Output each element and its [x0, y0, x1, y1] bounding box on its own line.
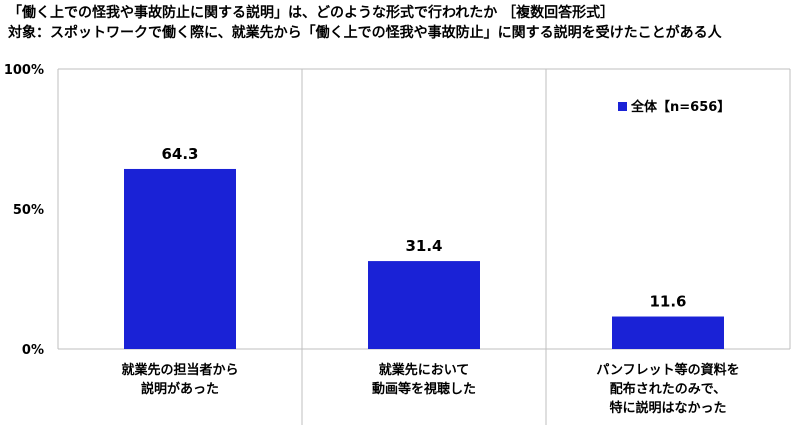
category-label: 就業先の担当者から	[121, 362, 238, 378]
data-label: 31.4	[405, 237, 442, 255]
y-tick-label: 0%	[22, 343, 44, 358]
y-tick-label: 50%	[13, 203, 44, 218]
bar	[612, 316, 724, 349]
chart-title: 「働く上での怪我や事故防止に関する説明」は、どのような形式で行われたか ［複数回…	[8, 5, 615, 21]
data-label: 11.6	[649, 293, 686, 311]
chart-legend: 全体【n=656】	[618, 99, 730, 115]
category-label: 配布されたのみで、	[610, 381, 726, 397]
category-label: 動画等を視聴した	[372, 381, 476, 397]
data-label: 64.3	[161, 145, 198, 163]
category-label: 説明があった	[141, 381, 219, 397]
category-label: 就業先において	[379, 362, 470, 378]
bar	[124, 168, 236, 349]
chart-bars	[124, 168, 724, 349]
legend-label: 全体【n=656】	[630, 99, 730, 115]
legend-swatch	[618, 102, 627, 111]
category-label: 特に説明はなかった	[609, 400, 726, 416]
chart-data-labels: 64.3 31.4 11.6	[161, 145, 686, 311]
category-label: パンフレット等の資料を	[596, 362, 739, 378]
chart-subtitle: 対象：スポットワークで働く際に、就業先から「働く上での怪我や事故防止」に関する説…	[8, 25, 722, 41]
y-tick-label: 100%	[4, 63, 44, 78]
bar	[368, 261, 480, 349]
